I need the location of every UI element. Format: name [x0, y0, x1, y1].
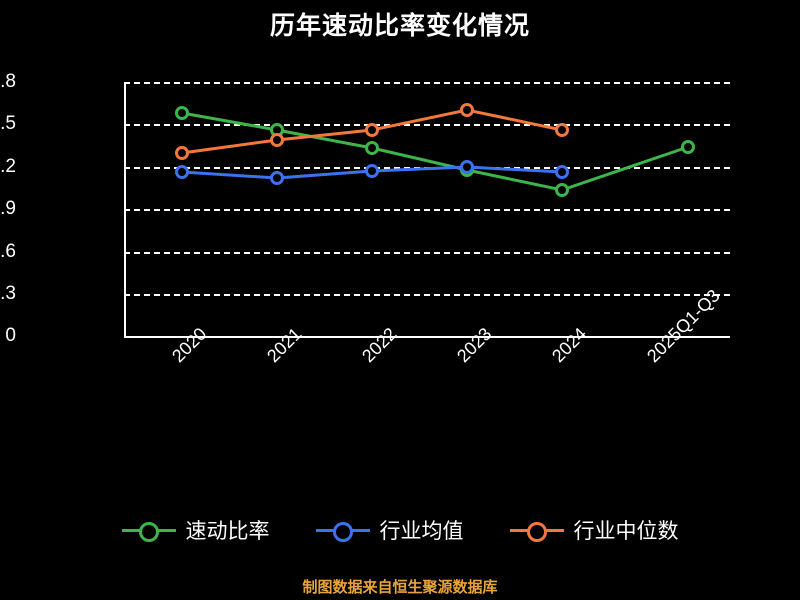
legend-item-quick-ratio[interactable]: 速动比率 — [121, 515, 270, 545]
legend-marker-icon — [121, 519, 176, 542]
y-tick-label: 1.2 — [0, 156, 16, 177]
legend-label: 速动比率 — [185, 520, 270, 543]
legend-marker-icon — [315, 519, 370, 542]
chart-legend: 速动比率 行业均值 行业中位数 — [0, 515, 800, 545]
gridline — [124, 294, 730, 296]
chart-title: 历年速动比率变化情况 — [269, 12, 530, 40]
x-axis-line — [124, 336, 730, 338]
source-note: 制图数据来自恒生聚源数据库 — [302, 579, 498, 596]
gridline — [124, 252, 730, 254]
gridline — [124, 167, 730, 169]
legend-item-industry-median[interactable]: 行业中位数 — [509, 515, 679, 545]
legend-label: 行业中位数 — [573, 520, 679, 543]
y-axis-line — [124, 82, 126, 336]
y-tick-label: 1.5 — [0, 113, 16, 134]
gridline — [124, 82, 730, 84]
y-tick-label: 1.8 — [0, 71, 16, 92]
y-tick-label: 0 — [5, 325, 16, 346]
legend-item-industry-mean[interactable]: 行业均值 — [315, 515, 464, 545]
y-tick-label: 0.9 — [0, 198, 16, 219]
legend-marker-icon — [509, 519, 564, 542]
gridline — [124, 124, 730, 126]
plot-area — [124, 82, 730, 336]
gridline — [124, 209, 730, 211]
legend-label: 行业均值 — [379, 520, 464, 543]
y-tick-label: 0.3 — [0, 283, 16, 304]
y-tick-label: 0.6 — [0, 241, 16, 262]
